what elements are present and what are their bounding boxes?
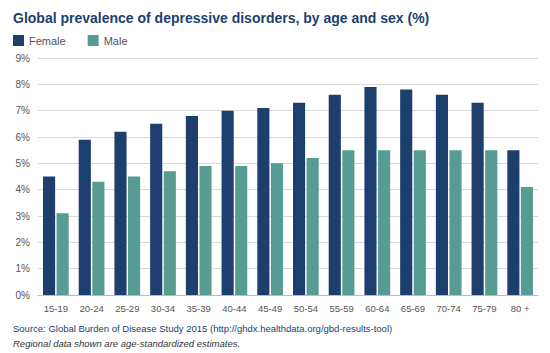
svg-text:1%: 1%: [16, 263, 31, 274]
svg-text:Regional data shown are age-st: Regional data shown are age-standardized…: [13, 338, 240, 349]
svg-text:Female: Female: [29, 35, 66, 47]
svg-text:7%: 7%: [16, 105, 31, 116]
svg-text:40-44: 40-44: [222, 303, 246, 314]
svg-text:6%: 6%: [16, 132, 31, 143]
svg-text:Source: Global Burden of Disea: Source: Global Burden of Disease Study 2…: [13, 323, 392, 334]
svg-text:5%: 5%: [16, 158, 31, 169]
svg-text:2%: 2%: [16, 237, 31, 248]
svg-text:30-34: 30-34: [151, 303, 175, 314]
svg-text:Global prevalence of depressiv: Global prevalence of depressive disorder…: [13, 10, 429, 26]
svg-text:Male: Male: [104, 35, 128, 47]
svg-text:45-49: 45-49: [258, 303, 282, 314]
svg-text:9%: 9%: [16, 53, 31, 64]
svg-text:35-39: 35-39: [187, 303, 211, 314]
svg-text:65-69: 65-69: [401, 303, 425, 314]
svg-text:50-54: 50-54: [294, 303, 318, 314]
svg-text:70-74: 70-74: [437, 303, 461, 314]
svg-text:55-59: 55-59: [329, 303, 353, 314]
svg-text:3%: 3%: [16, 211, 31, 222]
svg-text:75-79: 75-79: [472, 303, 496, 314]
svg-text:25-29: 25-29: [115, 303, 139, 314]
svg-text:15-19: 15-19: [44, 303, 68, 314]
svg-text:80 +: 80 +: [511, 303, 530, 314]
svg-text:0%: 0%: [16, 290, 31, 301]
svg-text:8%: 8%: [16, 79, 31, 90]
svg-text:60-64: 60-64: [365, 303, 389, 314]
svg-text:20-24: 20-24: [79, 303, 103, 314]
svg-text:4%: 4%: [16, 184, 31, 195]
